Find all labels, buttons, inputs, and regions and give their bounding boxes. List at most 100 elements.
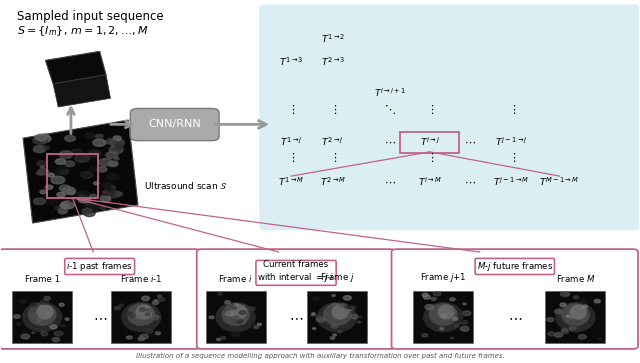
Circle shape bbox=[21, 334, 29, 339]
Circle shape bbox=[564, 292, 570, 295]
Circle shape bbox=[45, 198, 59, 205]
Circle shape bbox=[312, 328, 316, 330]
Ellipse shape bbox=[438, 305, 455, 320]
Text: Frame $j$+1: Frame $j$+1 bbox=[420, 271, 467, 284]
Ellipse shape bbox=[221, 303, 250, 326]
Circle shape bbox=[147, 309, 152, 312]
Text: $T^{2\to j}$: $T^{2\to j}$ bbox=[321, 135, 344, 148]
Circle shape bbox=[344, 305, 351, 309]
Text: $\vdots$: $\vdots$ bbox=[287, 103, 295, 116]
Circle shape bbox=[70, 198, 76, 202]
Circle shape bbox=[423, 295, 431, 299]
Circle shape bbox=[108, 191, 120, 198]
Circle shape bbox=[60, 151, 73, 159]
Circle shape bbox=[89, 150, 101, 157]
Circle shape bbox=[50, 325, 57, 329]
Circle shape bbox=[348, 306, 355, 310]
Circle shape bbox=[562, 330, 569, 334]
Circle shape bbox=[233, 316, 240, 321]
Circle shape bbox=[44, 296, 51, 300]
Circle shape bbox=[81, 171, 93, 178]
Circle shape bbox=[349, 305, 358, 310]
Text: Frame $j$: Frame $j$ bbox=[320, 271, 355, 284]
Circle shape bbox=[47, 311, 53, 314]
Circle shape bbox=[42, 134, 48, 137]
Circle shape bbox=[127, 336, 132, 339]
Circle shape bbox=[110, 139, 124, 147]
Circle shape bbox=[106, 152, 118, 159]
Text: $\vdots$: $\vdots$ bbox=[508, 103, 516, 116]
Circle shape bbox=[595, 299, 600, 303]
Circle shape bbox=[75, 154, 90, 162]
Ellipse shape bbox=[136, 305, 153, 320]
Circle shape bbox=[59, 303, 64, 306]
Circle shape bbox=[38, 135, 51, 142]
Text: CNN/RNN: CNN/RNN bbox=[148, 119, 201, 129]
Circle shape bbox=[573, 296, 579, 299]
Circle shape bbox=[52, 338, 60, 342]
Text: Frame $i$-1: Frame $i$-1 bbox=[120, 273, 163, 284]
Circle shape bbox=[36, 172, 43, 175]
Circle shape bbox=[460, 320, 463, 322]
Circle shape bbox=[560, 303, 566, 306]
Circle shape bbox=[463, 311, 471, 315]
Circle shape bbox=[113, 136, 121, 140]
Text: $\cdots$: $\cdots$ bbox=[508, 310, 522, 324]
Text: Illustration of a sequence modelling approach with auxiliary transformation over: Illustration of a sequence modelling app… bbox=[136, 353, 504, 359]
Circle shape bbox=[554, 333, 563, 337]
FancyBboxPatch shape bbox=[545, 291, 605, 343]
Text: $\cdots$: $\cdots$ bbox=[384, 137, 396, 147]
Text: $\vdots$: $\vdots$ bbox=[508, 151, 516, 164]
Circle shape bbox=[140, 334, 148, 339]
Circle shape bbox=[225, 301, 230, 304]
Text: $T^{j-1\to j}$: $T^{j-1\to j}$ bbox=[495, 135, 528, 148]
Circle shape bbox=[35, 134, 47, 141]
Circle shape bbox=[157, 295, 161, 297]
Text: $\vdots$: $\vdots$ bbox=[287, 151, 295, 164]
Circle shape bbox=[57, 192, 65, 197]
Text: $T^{j-1\to M}$: $T^{j-1\to M}$ bbox=[493, 175, 530, 188]
Circle shape bbox=[61, 166, 65, 168]
Circle shape bbox=[109, 146, 123, 154]
Circle shape bbox=[110, 162, 118, 166]
Circle shape bbox=[33, 146, 45, 152]
Circle shape bbox=[41, 332, 48, 336]
Circle shape bbox=[56, 159, 65, 164]
Circle shape bbox=[151, 315, 159, 320]
Circle shape bbox=[48, 173, 54, 177]
Circle shape bbox=[252, 322, 255, 325]
Circle shape bbox=[231, 331, 239, 336]
Circle shape bbox=[111, 186, 115, 188]
Circle shape bbox=[40, 190, 47, 194]
Circle shape bbox=[115, 144, 123, 148]
Text: $M$-$j$ future frames: $M$-$j$ future frames bbox=[477, 260, 553, 273]
Text: $T^{i\to M}$: $T^{i\to M}$ bbox=[418, 175, 442, 188]
Circle shape bbox=[239, 311, 246, 314]
Circle shape bbox=[45, 185, 52, 189]
Circle shape bbox=[216, 338, 221, 340]
Circle shape bbox=[570, 316, 574, 318]
Circle shape bbox=[61, 324, 65, 327]
Circle shape bbox=[40, 300, 49, 304]
Text: $T^{2\to 3}$: $T^{2\to 3}$ bbox=[321, 56, 345, 69]
Circle shape bbox=[209, 316, 214, 319]
Circle shape bbox=[107, 173, 118, 180]
Circle shape bbox=[333, 334, 337, 336]
Circle shape bbox=[76, 191, 90, 199]
Circle shape bbox=[99, 159, 112, 166]
Text: $T^{i\to i+1}$: $T^{i\to i+1}$ bbox=[374, 87, 406, 99]
Circle shape bbox=[547, 318, 554, 322]
Circle shape bbox=[82, 208, 92, 214]
Circle shape bbox=[428, 309, 431, 310]
Circle shape bbox=[104, 141, 109, 144]
Text: Frame 1: Frame 1 bbox=[25, 275, 60, 284]
Circle shape bbox=[221, 307, 225, 309]
Circle shape bbox=[440, 329, 445, 331]
Circle shape bbox=[225, 311, 233, 316]
Circle shape bbox=[312, 313, 316, 315]
Circle shape bbox=[548, 332, 555, 336]
Circle shape bbox=[241, 322, 245, 324]
Circle shape bbox=[104, 186, 115, 192]
Circle shape bbox=[249, 307, 255, 310]
Circle shape bbox=[32, 332, 35, 334]
